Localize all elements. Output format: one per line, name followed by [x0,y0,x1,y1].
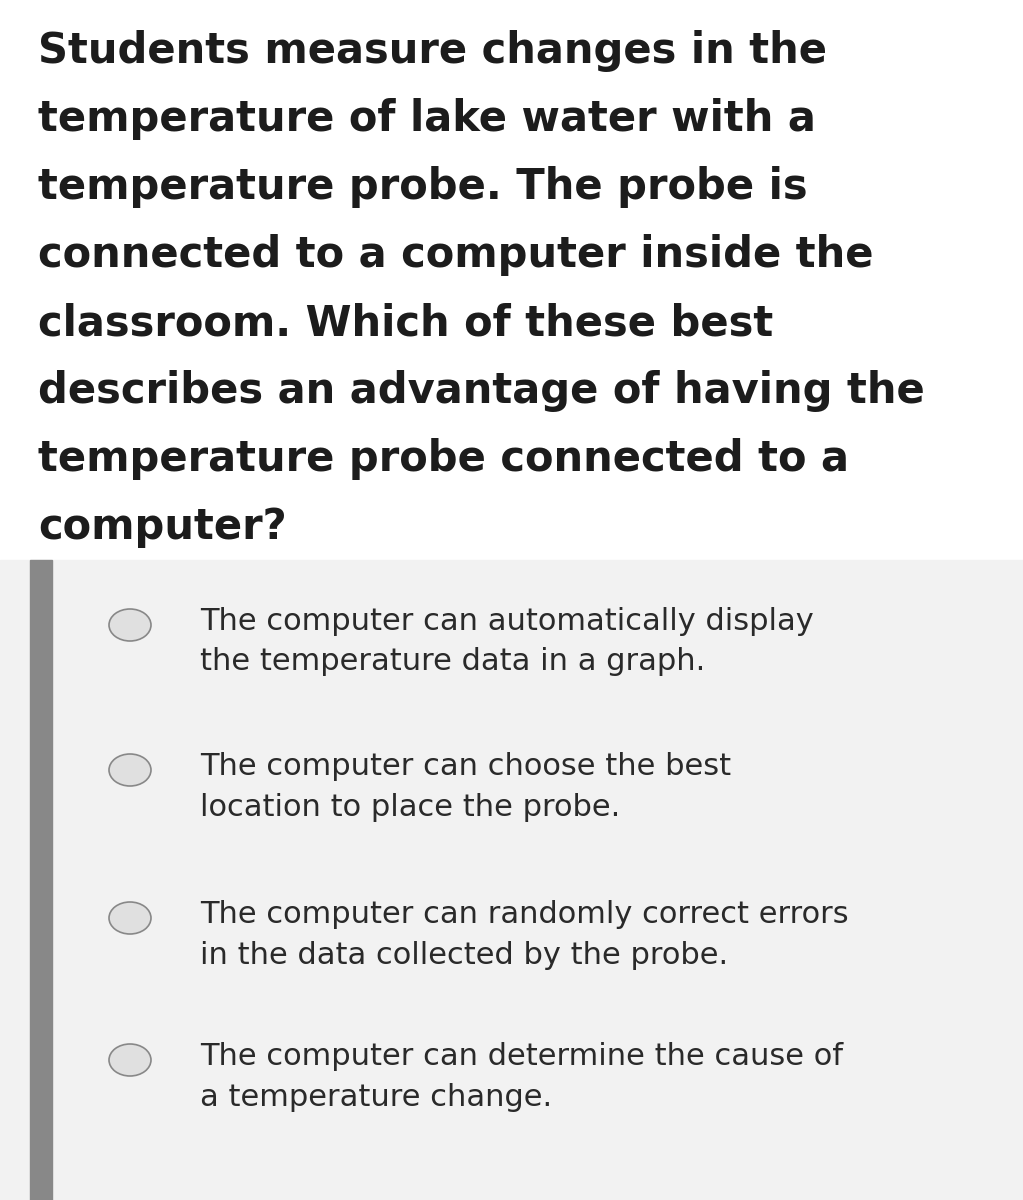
Text: The computer can choose the best
location to place the probe.: The computer can choose the best locatio… [201,752,731,822]
Bar [30,560,52,1200]
Text: temperature of lake water with a: temperature of lake water with a [38,98,816,140]
Bar [0,560,1023,1200]
Text: The computer can automatically display
the temperature data in a graph.: The computer can automatically display t… [201,607,813,677]
Text: temperature probe. The probe is: temperature probe. The probe is [38,166,807,208]
Text: describes an advantage of having the: describes an advantage of having the [38,370,925,412]
Ellipse shape [109,608,151,641]
Ellipse shape [109,902,151,934]
Ellipse shape [109,1044,151,1076]
Text: computer?: computer? [38,506,286,548]
Text: temperature probe connected to a: temperature probe connected to a [38,438,849,480]
Text: The computer can randomly correct errors
in the data collected by the probe.: The computer can randomly correct errors… [201,900,849,970]
Text: Students measure changes in the: Students measure changes in the [38,30,827,72]
Text: The computer can determine the cause of
a temperature change.: The computer can determine the cause of … [201,1042,843,1111]
Text: classroom. Which of these best: classroom. Which of these best [38,302,773,344]
Ellipse shape [109,754,151,786]
Text: connected to a computer inside the: connected to a computer inside the [38,234,874,276]
